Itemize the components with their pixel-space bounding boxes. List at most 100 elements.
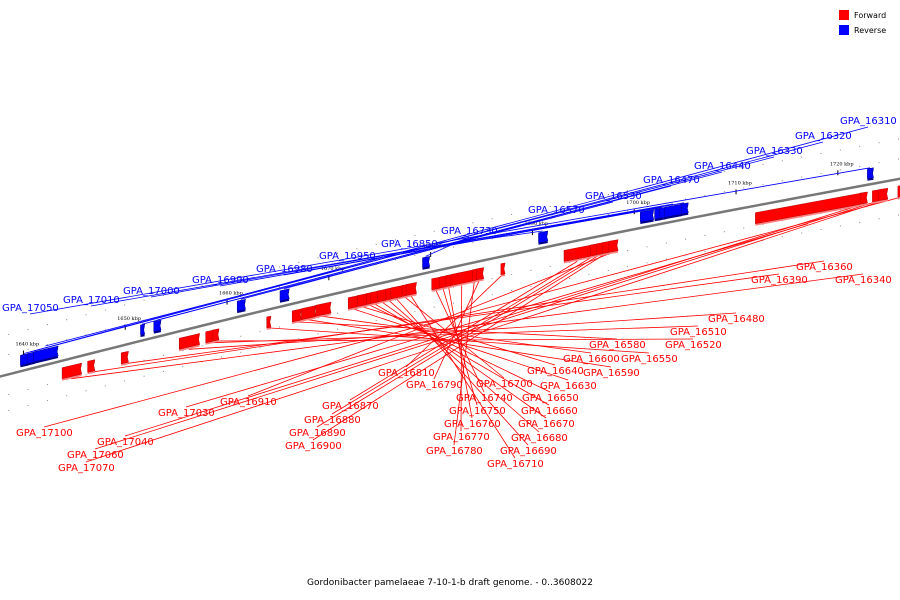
leader-line: [349, 261, 578, 401]
gene-gpa_16480[interactable]: [178, 333, 201, 352]
guide-dot: [375, 243, 377, 245]
guide-dot: [859, 145, 861, 147]
gene-label-gpa_16440: GPA_16440: [694, 161, 751, 172]
guide-dot: [878, 218, 880, 220]
gene-gpa_16880[interactable]: [590, 243, 599, 258]
gene-gpa_16810[interactable]: [500, 262, 506, 277]
gene-arrow: [859, 191, 868, 205]
guide-dot: [8, 353, 10, 355]
gene-label-gpa_16320: GPA_16320: [795, 131, 852, 142]
gene-label-gpa_16390: GPA_16390: [751, 275, 808, 286]
guide-dot: [588, 273, 590, 275]
leader-line: [307, 319, 612, 368]
leader-line: [23, 126, 869, 354]
gene-gpa_16310[interactable]: [20, 353, 30, 368]
guide-dot: [27, 405, 29, 406]
guide-dot: [781, 160, 783, 162]
guide-dot: [665, 182, 667, 184]
gene-gpa_16330[interactable]: [33, 345, 59, 364]
gene-gpa_16750[interactable]: [439, 275, 448, 290]
gene-gpa_16910[interactable]: [608, 239, 619, 255]
gene-gpa_17050[interactable]: [867, 167, 874, 181]
gene-gpa_16690[interactable]: [390, 285, 404, 301]
guide-dot: [279, 326, 280, 328]
gene-gpa_16950[interactable]: [640, 209, 655, 224]
gene-gpa_16640[interactable]: [357, 293, 369, 309]
scale-tick-label: 1650 kbp: [117, 316, 141, 322]
gene-gpa_16760[interactable]: [445, 274, 453, 289]
gene-gpa_17070[interactable]: [878, 187, 889, 203]
guide-dot: [395, 239, 396, 241]
guide-dot: [839, 225, 841, 227]
gene-gpa_16470[interactable]: [153, 319, 162, 334]
gene-gpa_16360[interactable]: [87, 359, 96, 375]
gene-gpa_16730[interactable]: [422, 256, 431, 270]
guide-dot: [298, 337, 300, 339]
guide-dot: [762, 163, 764, 165]
gene-gpa_16900[interactable]: [602, 240, 611, 256]
guide-dot: [46, 400, 48, 402]
gene-arrow: [390, 285, 404, 300]
guide-dot: [569, 261, 571, 263]
gene-gpa_17010[interactable]: [680, 202, 689, 216]
gene-gpa_16600[interactable]: [315, 301, 332, 319]
guide-dot: [66, 379, 68, 381]
guide-dot: [588, 197, 590, 199]
gene-gpa_16710[interactable]: [405, 282, 417, 298]
guide-dot: [395, 299, 396, 301]
guide-dot: [704, 234, 706, 236]
guide-dot: [607, 194, 609, 195]
gene-gpa_16790[interactable]: [476, 267, 485, 282]
gene-gpa_16580[interactable]: [291, 308, 302, 324]
gene-gpa_17040[interactable]: [859, 191, 868, 207]
guide-dot: [897, 214, 899, 216]
guide-dot: [762, 183, 764, 185]
gene-gpa_17100[interactable]: [897, 185, 900, 200]
guide-dot: [240, 335, 242, 337]
guide-dot: [259, 347, 261, 349]
guide-dot: [46, 384, 48, 386]
gene-gpa_16390[interactable]: [120, 350, 129, 366]
gene-gpa_16520[interactable]: [212, 328, 220, 343]
gene-gpa_17000[interactable]: [664, 203, 683, 220]
gene-gpa_16680[interactable]: [385, 287, 393, 303]
gene-gpa_16590[interactable]: [301, 305, 317, 322]
gene-gpa_16340[interactable]: [61, 362, 83, 381]
gene-arrow: [897, 185, 900, 198]
guide-dot: [356, 248, 358, 250]
guide-dot: [878, 162, 880, 164]
gene-arrow: [563, 244, 593, 262]
gene-gpa_16770[interactable]: [450, 269, 474, 288]
gene-gpa_16850[interactable]: [538, 230, 549, 245]
guide-dot: [723, 171, 725, 173]
gene-arrow: [422, 256, 431, 269]
gene-label-gpa_17060: GPA_17060: [67, 450, 124, 461]
gene-gpa_16570[interactable]: [279, 288, 290, 303]
guide-dot: [433, 230, 435, 232]
guide-dot: [762, 239, 764, 241]
guide-dot: [27, 389, 29, 390]
gene-gpa_16870[interactable]: [563, 244, 593, 264]
guide-dot: [317, 257, 319, 259]
gene-label-gpa_16710: GPA_16710: [487, 459, 544, 470]
gene-gpa_16440[interactable]: [140, 323, 146, 337]
gene-labels: GPA_16310 GPA_16320 GPA_16330 GPA_16340 GPA_…: [2, 116, 897, 474]
gene-gpa_16550[interactable]: [266, 315, 272, 330]
guide-dot: [337, 328, 338, 330]
guide-dot: [897, 198, 899, 200]
guide-dot: [762, 223, 764, 225]
guide-dot: [627, 210, 629, 212]
gene-arrow: [279, 288, 290, 302]
gene-arrow: [640, 209, 655, 223]
gene-label-gpa_17000: GPA_17000: [123, 286, 180, 297]
legend: Forward Reverse: [839, 10, 886, 35]
guide-dot: [104, 309, 106, 311]
guide-dot: [46, 324, 48, 326]
scale-tick-label: 1710 kbp: [728, 180, 752, 186]
gene-gpa_16530[interactable]: [236, 298, 246, 314]
leader-line: [85, 200, 883, 463]
scale-tick-label: 1660 kbp: [219, 291, 243, 297]
gene-gpa_16630[interactable]: [347, 295, 359, 311]
gene-label-gpa_16680: GPA_16680: [511, 433, 568, 444]
gene-arrow: [405, 282, 417, 296]
